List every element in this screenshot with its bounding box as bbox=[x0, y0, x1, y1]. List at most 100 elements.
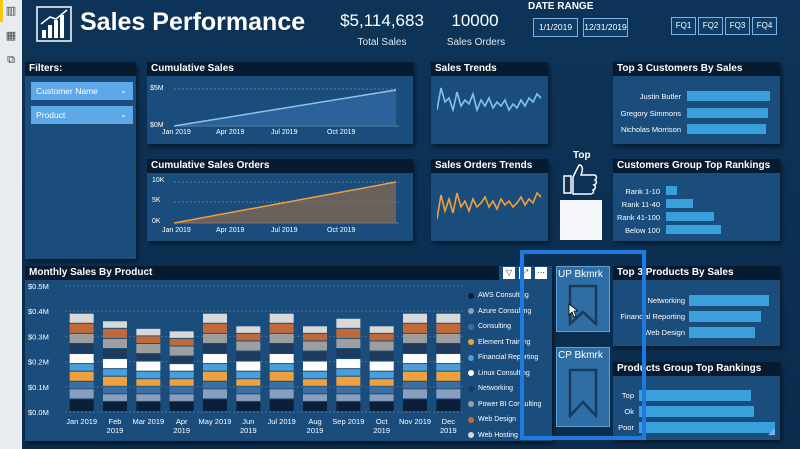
bar-segment[interactable] bbox=[269, 399, 294, 411]
bar-segment[interactable] bbox=[236, 361, 261, 371]
bar-segment[interactable] bbox=[303, 351, 327, 361]
bar-segment[interactable] bbox=[269, 371, 294, 381]
bar-segment[interactable] bbox=[236, 326, 261, 333]
fq4-button[interactable]: FQ4 bbox=[752, 17, 777, 35]
bar-segment[interactable] bbox=[69, 399, 94, 411]
report-view-icon[interactable]: ▥ bbox=[5, 4, 17, 17]
bar-segment[interactable] bbox=[203, 399, 227, 411]
bar-segment[interactable] bbox=[136, 328, 161, 336]
bar-segment[interactable] bbox=[303, 371, 327, 379]
bar-segment[interactable] bbox=[369, 326, 394, 333]
bar-segment[interactable] bbox=[303, 326, 327, 333]
bar-segment[interactable] bbox=[303, 379, 327, 386]
bar-segment[interactable] bbox=[369, 386, 394, 394]
legend-item[interactable]: Power BI Consulting bbox=[468, 397, 552, 413]
up-bookmark-button[interactable]: UP Bkmrk bbox=[556, 266, 610, 332]
bar-segment[interactable] bbox=[403, 354, 427, 364]
bar-segment[interactable] bbox=[403, 323, 427, 333]
bar-segment[interactable] bbox=[69, 333, 94, 343]
bar-segment[interactable] bbox=[336, 349, 361, 359]
bar-segment[interactable] bbox=[369, 341, 394, 351]
legend-item[interactable]: Linux Consulting bbox=[468, 366, 552, 382]
bar-segment[interactable] bbox=[103, 401, 127, 411]
bar-segment[interactable] bbox=[136, 394, 161, 401]
bar-segment[interactable] bbox=[403, 364, 427, 371]
bar-segment[interactable] bbox=[169, 356, 194, 364]
bar-segment[interactable] bbox=[136, 336, 161, 343]
bar-segment[interactable] bbox=[169, 338, 194, 346]
bar-segment[interactable] bbox=[203, 364, 227, 371]
bar-segment[interactable] bbox=[69, 354, 94, 364]
bar-segment[interactable] bbox=[169, 346, 194, 356]
bar-segment[interactable] bbox=[369, 401, 394, 411]
bar-segment[interactable] bbox=[269, 343, 294, 354]
bar-segment[interactable] bbox=[69, 371, 94, 381]
bar-segment[interactable] bbox=[436, 354, 461, 364]
bar-segment[interactable] bbox=[169, 394, 194, 401]
bar-segment[interactable] bbox=[269, 333, 294, 343]
bar-segment[interactable] bbox=[336, 359, 361, 369]
bar-segment[interactable] bbox=[336, 401, 361, 411]
bar-segment[interactable] bbox=[236, 401, 261, 411]
bar-segment[interactable] bbox=[69, 389, 94, 399]
bar-segment[interactable] bbox=[369, 394, 394, 401]
bar-segment[interactable] bbox=[136, 343, 161, 354]
bar-segment[interactable] bbox=[436, 313, 461, 323]
filter-icon[interactable]: ▽ bbox=[503, 267, 515, 279]
bar-segment[interactable] bbox=[236, 379, 261, 386]
bar-segment[interactable] bbox=[136, 361, 161, 371]
bar-segment[interactable] bbox=[169, 364, 194, 371]
bar-segment[interactable] bbox=[369, 333, 394, 341]
bar-segment[interactable] bbox=[403, 399, 427, 411]
bar-segment[interactable] bbox=[336, 369, 361, 376]
bar-segment[interactable] bbox=[69, 313, 94, 323]
cp-bookmark-button[interactable]: CP Bkmrk bbox=[556, 347, 610, 427]
bar-segment[interactable] bbox=[169, 371, 194, 379]
bar-segment[interactable] bbox=[103, 328, 127, 338]
bar-segment[interactable] bbox=[136, 401, 161, 411]
bar-segment[interactable] bbox=[203, 333, 227, 343]
bar-segment[interactable] bbox=[436, 333, 461, 343]
date-end-input[interactable]: 12/31/2019 bbox=[583, 18, 628, 37]
bar-segment[interactable] bbox=[436, 343, 461, 354]
bar-segment[interactable] bbox=[303, 361, 327, 371]
bar-segment[interactable] bbox=[103, 369, 127, 376]
bar-segment[interactable] bbox=[103, 386, 127, 394]
legend-item[interactable]: Web Hosting bbox=[468, 428, 552, 444]
bar-segment[interactable] bbox=[203, 313, 227, 323]
bar-segment[interactable] bbox=[369, 361, 394, 371]
bar-segment[interactable] bbox=[403, 381, 427, 389]
bar-segment[interactable] bbox=[103, 359, 127, 369]
resize-handle-icon[interactable]: ◢ bbox=[768, 426, 775, 436]
bar-segment[interactable] bbox=[436, 389, 461, 399]
bar-segment[interactable] bbox=[203, 371, 227, 381]
bar-segment[interactable] bbox=[336, 386, 361, 394]
bar-segment[interactable] bbox=[69, 381, 94, 389]
customer-name-slicer[interactable]: Customer Name ⌄ bbox=[31, 82, 133, 100]
bar-segment[interactable] bbox=[136, 379, 161, 386]
bar-segment[interactable] bbox=[336, 318, 361, 328]
legend-item[interactable]: Financial Reporting bbox=[468, 350, 552, 366]
bar-segment[interactable] bbox=[303, 386, 327, 394]
bar-segment[interactable] bbox=[203, 323, 227, 333]
bar-segment[interactable] bbox=[336, 338, 361, 348]
legend-item[interactable]: AWS Consulting bbox=[468, 288, 552, 304]
legend-item[interactable]: Consulting bbox=[468, 319, 552, 335]
bar-segment[interactable] bbox=[436, 323, 461, 333]
bar-segment[interactable] bbox=[269, 313, 294, 323]
bar-segment[interactable] bbox=[436, 364, 461, 371]
bar-segment[interactable] bbox=[336, 328, 361, 338]
product-slicer[interactable]: Product ⌄ bbox=[31, 106, 133, 124]
bar-segment[interactable] bbox=[203, 343, 227, 354]
bar-segment[interactable] bbox=[236, 333, 261, 341]
more-options-icon[interactable]: ⋯ bbox=[535, 267, 547, 279]
bar-segment[interactable] bbox=[436, 371, 461, 381]
bar-segment[interactable] bbox=[403, 389, 427, 399]
bar-segment[interactable] bbox=[269, 323, 294, 333]
bar-segment[interactable] bbox=[436, 399, 461, 411]
bar-segment[interactable] bbox=[303, 333, 327, 341]
bar-segment[interactable] bbox=[403, 333, 427, 343]
fq1-button[interactable]: FQ1 bbox=[671, 17, 696, 35]
bar-segment[interactable] bbox=[236, 341, 261, 351]
legend-item[interactable]: Azure Consulting bbox=[468, 304, 552, 320]
